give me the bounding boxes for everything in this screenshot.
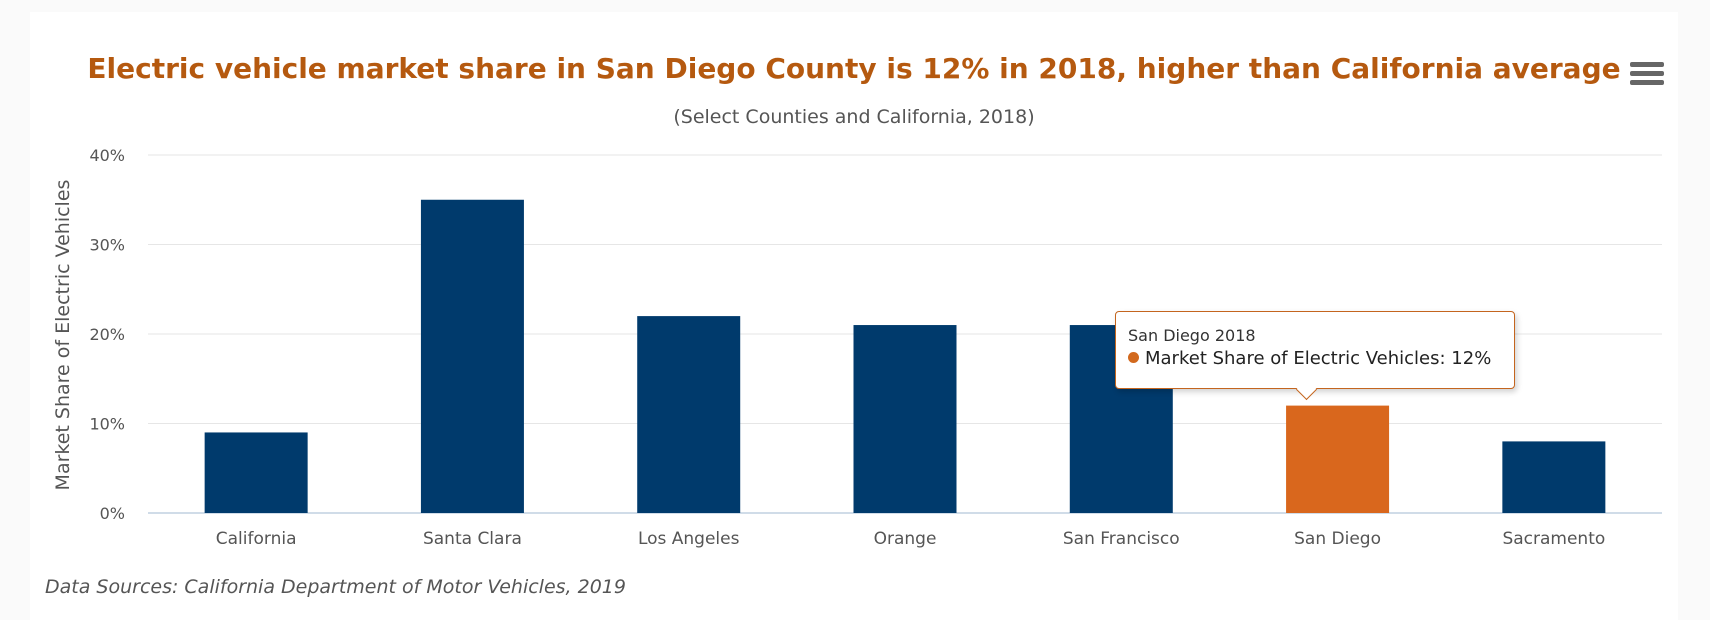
tooltip: San Diego 2018 Market Share of Electric … (1115, 311, 1515, 401)
y-tick-label: 20% (89, 325, 125, 344)
series-dot-icon (1128, 352, 1139, 363)
hamburger-menu-icon[interactable] (1630, 62, 1664, 90)
chart-subtitle: (Select Counties and California, 2018) (673, 106, 1035, 128)
bar-los-angeles (637, 316, 741, 513)
y-tick-label: 30% (89, 236, 125, 255)
y-tick-label: 10% (89, 415, 125, 434)
bar-orange (853, 325, 957, 513)
x-tick-label: Sacramento (1502, 529, 1605, 549)
menu-line (1630, 62, 1664, 67)
x-tick-label: Santa Clara (423, 529, 522, 549)
tooltip-header: San Diego 2018 (1128, 326, 1256, 345)
menu-line (1630, 80, 1664, 85)
tooltip-series-label: Market Share of Electric Vehicles: 12% (1145, 348, 1492, 369)
x-tick-label: San Francisco (1063, 529, 1180, 549)
x-tick-label: Orange (874, 529, 937, 549)
bar-california (204, 432, 308, 513)
menu-line (1630, 71, 1664, 76)
bar-san-diego (1286, 405, 1390, 513)
y-tick-label: 40% (89, 146, 125, 165)
tooltip-value: Market Share of Electric Vehicles: 12% (1128, 348, 1491, 369)
bar-santa-clara (420, 199, 524, 513)
x-tick-label: California (216, 529, 297, 549)
data-source-note: Data Sources: California Department of M… (45, 576, 626, 598)
y-axis-title: Market Share of Electric Vehicles (52, 179, 74, 491)
x-tick-label: Los Angeles (638, 529, 740, 549)
chart-title: Electric vehicle market share in San Die… (87, 52, 1621, 85)
y-tick-label: 0% (100, 504, 125, 523)
x-tick-label: San Diego (1294, 529, 1381, 549)
bar-sacramento (1502, 441, 1606, 513)
